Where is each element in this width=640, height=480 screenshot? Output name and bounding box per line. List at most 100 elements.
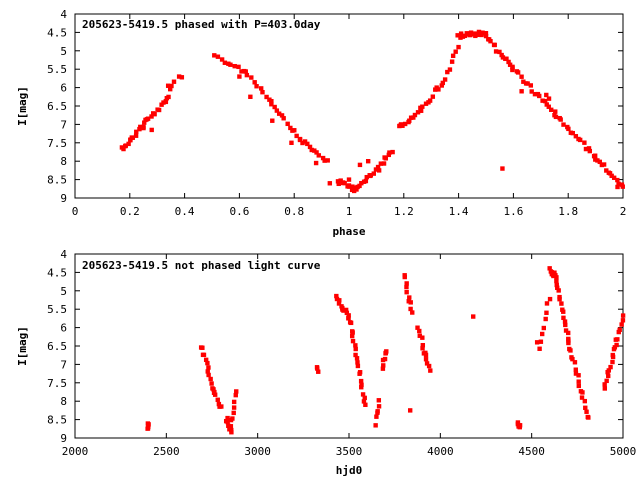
phased-data-point (570, 130, 575, 136)
phased-x-tick-label: 2 (620, 205, 627, 218)
unphased-data-point (541, 325, 546, 331)
unphased-data-point (404, 284, 409, 290)
unphased-data-point (361, 399, 367, 404)
phased-data-point (467, 32, 473, 38)
unphased-data-points (145, 266, 626, 435)
phased-data-point (351, 185, 357, 190)
unphased-axis-ticks (75, 254, 623, 438)
phased-data-point (171, 79, 177, 84)
phased-y-tick-label: 4.5 (47, 26, 67, 39)
unphased-data-point (616, 329, 621, 335)
unphased-y-tick-label: 5 (60, 285, 67, 298)
phased-data-point (458, 31, 464, 36)
unphased-data-point (407, 408, 413, 413)
unphased-data-point (212, 392, 218, 397)
unphased-data-point (544, 310, 549, 315)
unphased-data-point (586, 415, 591, 420)
unphased-data-point (374, 414, 379, 419)
phased-data-point (447, 67, 453, 72)
phased-data-point (497, 49, 502, 55)
unphased-data-point (570, 356, 575, 362)
unphased-data-point (354, 356, 360, 361)
phased-axis-ticks (75, 14, 623, 198)
phased-data-point (529, 89, 534, 94)
unphased-x-axis-title: hjd0 (336, 464, 363, 477)
unphased-x-tick-label: 4000 (427, 445, 454, 458)
phased-data-point (307, 144, 313, 150)
unphased-data-point (610, 352, 615, 358)
phased-data-point (411, 115, 416, 120)
unphased-data-point (620, 313, 626, 318)
phased-data-point (363, 178, 369, 184)
phased-data-point (507, 62, 513, 67)
phased-data-point (252, 80, 257, 85)
unphased-x-tick-label: 2000 (62, 445, 89, 458)
phased-data-point (305, 141, 310, 147)
phased-data-point (232, 63, 237, 69)
phased-data-point (243, 69, 248, 74)
unphased-data-point (580, 390, 585, 395)
phased-data-point (228, 62, 233, 67)
unphased-data-point (206, 372, 211, 378)
unphased-data-point (343, 307, 349, 313)
unphased-data-point (563, 328, 569, 333)
unphased-data-point (336, 301, 342, 306)
phased-data-point (276, 111, 282, 116)
unphased-data-point (420, 342, 426, 348)
phased-data-point (249, 75, 254, 80)
unphased-data-point (619, 322, 624, 327)
unphased-data-point (355, 363, 361, 369)
unphased-data-point (203, 357, 209, 363)
phased-data-point (615, 177, 620, 183)
unphased-data-point (230, 416, 235, 421)
phased-data-point (440, 80, 446, 86)
unphased-data-point (424, 361, 430, 366)
phased-data-point (450, 53, 456, 59)
phased-data-point (236, 64, 241, 70)
phased-data-point (390, 149, 395, 155)
phased-data-point (599, 162, 605, 168)
phased-data-point (169, 83, 174, 89)
phased-data-point (476, 32, 481, 38)
phased-data-point (325, 158, 330, 163)
phased-data-point (604, 168, 609, 173)
phased-y-tick-label: 6 (60, 82, 67, 95)
unphased-data-point (428, 368, 433, 373)
phased-data-point (449, 59, 455, 64)
unphased-data-point (200, 345, 205, 350)
unphased-data-point (216, 401, 222, 407)
unphased-data-point (410, 310, 415, 315)
unphased-plot-frame (74, 253, 624, 439)
phased-data-point (258, 86, 264, 91)
phased-data-point (609, 173, 614, 179)
unphased-data-point (315, 366, 320, 371)
unphased-data-point (407, 295, 412, 300)
unphased-data-point (381, 363, 386, 368)
phased-data-point (134, 129, 139, 135)
phased-data-point (351, 188, 357, 194)
unphased-data-point (544, 301, 550, 306)
phased-data-point (142, 120, 147, 125)
phased-data-point (281, 116, 286, 121)
phased-data-point (402, 121, 408, 127)
phased-y-tick-label: 9 (60, 192, 67, 205)
phased-data-point (546, 96, 552, 101)
phased-y-tick-label: 7.5 (47, 137, 67, 150)
phased-data-point (302, 139, 308, 144)
unphased-data-point (423, 357, 429, 362)
phased-data-point (381, 161, 387, 166)
phased-data-point (553, 109, 558, 114)
unphased-data-point (205, 360, 210, 366)
unphased-data-point (358, 378, 364, 384)
phased-data-point (532, 91, 538, 97)
phased-data-point (179, 75, 185, 80)
phased-data-point (611, 175, 617, 180)
phased-data-point (297, 136, 303, 142)
unphased-data-point (573, 371, 579, 376)
phased-data-point (607, 171, 613, 176)
unphased-data-point (534, 340, 540, 345)
unphased-data-point (408, 306, 413, 312)
phased-x-tick-label: 0.6 (229, 205, 249, 218)
unphased-tick-labels: 2000 2500 3000 3500 4000 4500 5000 4 4.5 5 5.5 6 6.5… (47, 248, 636, 458)
